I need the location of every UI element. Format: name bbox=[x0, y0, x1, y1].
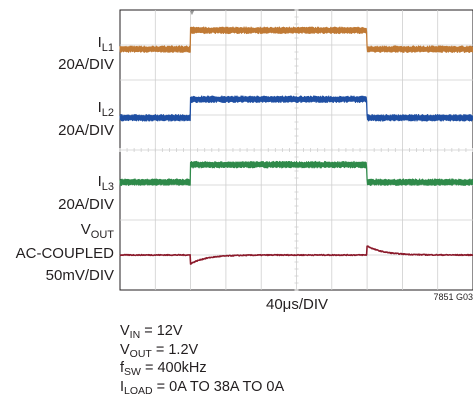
condition-line: VIN = 12V bbox=[120, 322, 284, 341]
figure-id: 7851 G03 bbox=[433, 292, 473, 302]
condition-subscript: IN bbox=[129, 329, 141, 341]
condition-value: = 1.2V bbox=[151, 341, 199, 358]
condition-symbol: f bbox=[120, 360, 125, 376]
condition-line: VOUT = 1.2V bbox=[120, 341, 284, 360]
scale-label-il2: 20A/DIV bbox=[58, 122, 114, 139]
condition-value: = 12V bbox=[140, 323, 183, 339]
condition-subscript: LOAD bbox=[124, 384, 153, 397]
condition-symbol: V bbox=[120, 341, 130, 358]
condition-line: fSW = 400kHz bbox=[120, 359, 284, 378]
test-conditions: VIN = 12V VOUT = 1.2V fSW = 400kHz ILOAD = … bbox=[120, 322, 284, 396]
channel-label-vout: VOUT bbox=[81, 221, 115, 241]
trace-vout bbox=[119, 245, 473, 265]
channel-label-il2: IL2 bbox=[98, 99, 114, 119]
trace-il2 bbox=[119, 95, 473, 122]
trace-il3 bbox=[119, 160, 473, 186]
trace-il1 bbox=[119, 26, 473, 53]
scale-label-il1: 20A/DIV bbox=[58, 56, 114, 73]
channel-label-il3: IL3 bbox=[98, 173, 114, 193]
x-axis-scale-label: 40μs/DIV bbox=[266, 296, 328, 313]
channel-labels: IL1 20A/DIV IL2 20A/DIV IL3 20A/DIV VOUT AC-COU… bbox=[16, 34, 115, 284]
condition-line: ILOAD = 0A TO 38A TO 0A bbox=[120, 378, 284, 397]
condition-value: = 400kHz bbox=[140, 360, 207, 376]
coupling-label-vout: AC-COUPLED bbox=[16, 245, 115, 262]
waveform-traces bbox=[119, 26, 473, 265]
condition-value: = 0A TO 38A TO 0A bbox=[152, 378, 285, 395]
trigger-marker: ▼ bbox=[188, 8, 196, 17]
channel-label-il1: IL1 bbox=[98, 34, 114, 54]
condition-symbol: V bbox=[120, 323, 130, 339]
condition-symbol: I bbox=[120, 378, 125, 395]
scale-label-vout: 50mV/DIV bbox=[46, 267, 114, 284]
scale-label-il3: 20A/DIV bbox=[58, 196, 114, 213]
condition-subscript: SW bbox=[124, 366, 141, 378]
condition-subscript: OUT bbox=[129, 347, 152, 360]
